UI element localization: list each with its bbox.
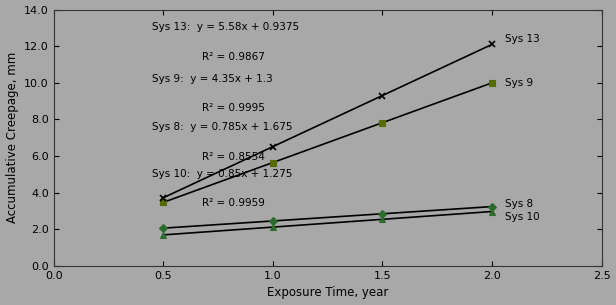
X-axis label: Exposure Time, year: Exposure Time, year <box>267 286 388 300</box>
Text: Sys 10: Sys 10 <box>505 212 540 222</box>
Text: Sys 13: Sys 13 <box>505 34 540 44</box>
Y-axis label: Accumulative Creepage, mm: Accumulative Creepage, mm <box>6 52 18 224</box>
Text: R² = 0.8554: R² = 0.8554 <box>201 152 264 162</box>
Text: R² = 0.9959: R² = 0.9959 <box>201 198 264 208</box>
Text: Sys 9: Sys 9 <box>505 78 533 88</box>
Text: Sys 8: Sys 8 <box>505 199 533 209</box>
Text: Sys 9:  y = 4.35x + 1.3: Sys 9: y = 4.35x + 1.3 <box>152 74 273 84</box>
Text: Sys 8:  y = 0.785x + 1.675: Sys 8: y = 0.785x + 1.675 <box>152 122 293 132</box>
Text: Sys 13:  y = 5.58x + 0.9375: Sys 13: y = 5.58x + 0.9375 <box>152 22 299 32</box>
Text: R² = 0.9867: R² = 0.9867 <box>201 52 264 62</box>
Text: R² = 0.9995: R² = 0.9995 <box>201 103 264 113</box>
Text: Sys 10:  y = 0.85x + 1.275: Sys 10: y = 0.85x + 1.275 <box>152 169 293 178</box>
